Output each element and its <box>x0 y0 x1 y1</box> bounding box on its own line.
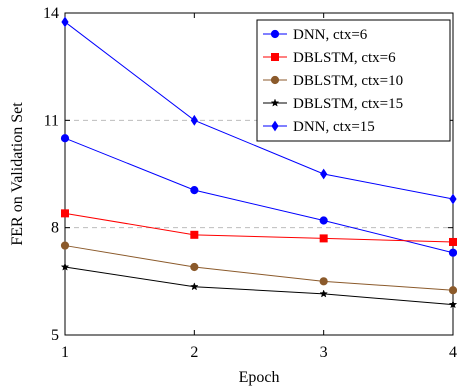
series <box>61 209 457 246</box>
x-tick-label: 3 <box>320 344 328 361</box>
series-line <box>64 21 454 200</box>
y-tick-label: 14 <box>43 5 59 22</box>
data-point <box>190 114 198 126</box>
data-point <box>319 216 328 225</box>
plot-frame <box>64 12 454 336</box>
data-point <box>190 282 199 291</box>
x-axis-label: Epoch <box>239 369 280 386</box>
x-tick-label: 2 <box>190 344 198 361</box>
data-point <box>270 29 280 39</box>
legend-label: DBLSTM, ctx=15 <box>293 96 403 112</box>
x-tick-label: 1 <box>61 344 69 361</box>
data-point <box>320 168 328 180</box>
x-tick-label: 4 <box>449 344 457 361</box>
data-point <box>190 262 199 272</box>
axis-ticks: 5 8 11 14 1 2 3 4 <box>43 5 457 361</box>
data-point <box>448 300 457 309</box>
legend-box <box>256 19 451 142</box>
data-point <box>190 230 199 239</box>
series-line <box>64 137 454 254</box>
data-point <box>60 241 70 250</box>
data-point <box>190 186 199 195</box>
legend-label: DNN, ctx=15 <box>293 119 375 135</box>
data-point <box>448 286 457 295</box>
data-point <box>319 234 328 243</box>
data-point <box>61 16 69 28</box>
y-axis-label: FER on Validation Set <box>9 102 26 246</box>
data-point <box>270 75 280 85</box>
data-point <box>319 289 328 298</box>
legend-label: DNN, ctx=6 <box>293 27 368 43</box>
legend-label: DBLSTM, ctx=10 <box>293 73 403 89</box>
data-point <box>448 248 457 257</box>
series <box>60 241 457 295</box>
data-point <box>60 262 70 271</box>
series <box>60 262 457 309</box>
series-line <box>64 245 454 291</box>
series-line <box>64 212 454 243</box>
data-point <box>271 120 279 132</box>
y-tick-label: 5 <box>51 327 59 344</box>
y-tick-label: 8 <box>51 220 59 237</box>
series <box>60 134 457 257</box>
data-point <box>60 134 70 143</box>
series-line <box>64 266 454 306</box>
data-point <box>319 277 328 286</box>
legend: DNN, ctx=6 DBLSTM, ctx=6 DBLSTM, ctx=10 DBL… <box>256 19 451 142</box>
data-point <box>61 209 69 218</box>
y-tick-label: 11 <box>44 112 59 129</box>
data-point <box>270 98 280 107</box>
series <box>61 16 457 205</box>
data-point <box>449 193 457 205</box>
data-point <box>449 237 457 246</box>
legend-label: DBLSTM, ctx=6 <box>293 50 396 66</box>
series-group <box>60 16 457 309</box>
data-point <box>271 53 279 61</box>
